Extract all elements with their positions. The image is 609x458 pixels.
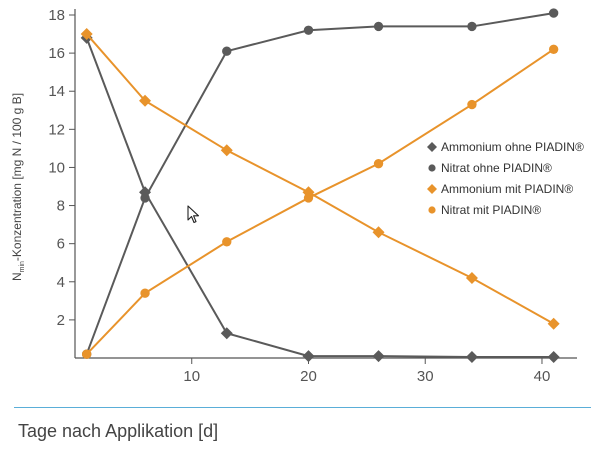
x-tick-label: 30	[417, 368, 434, 385]
circle-data-point	[548, 8, 559, 18]
mouse-pointer-icon	[187, 205, 200, 224]
y-tick-label: 6	[57, 236, 65, 253]
legend-label: Ammonium ohne PIADIN®	[441, 140, 584, 154]
diamond-data-point	[220, 327, 233, 340]
series-layer	[80, 8, 560, 364]
x-tick-label: 20	[300, 368, 317, 385]
diamond-data-point	[80, 28, 93, 41]
diamond-data-point	[372, 350, 385, 363]
y-tick-label: 2	[57, 312, 65, 329]
diamond-data-point	[220, 144, 233, 157]
legend-circle-icon	[428, 206, 436, 214]
axis-ticks: 10 20 30 40 2 4 6 8 10 12 14 16 18	[48, 7, 550, 385]
diamond-data-point	[465, 271, 478, 284]
legend: Ammonium ohne PIADIN® Nitrat ohne PIADIN®…	[427, 140, 584, 217]
y-tick-label: 12	[48, 121, 65, 138]
circle-data-point	[303, 193, 314, 203]
diamond-data-point	[302, 350, 315, 363]
circle-data-point	[373, 21, 384, 32]
series-1	[80, 31, 560, 364]
circle-data-point	[81, 349, 92, 359]
legend-diamond-icon	[427, 184, 437, 194]
circle-data-point	[467, 99, 477, 110]
circle-data-point	[548, 44, 559, 54]
legend-label: Ammonium mit PIADIN®	[441, 182, 573, 196]
legend-diamond-icon	[427, 142, 437, 152]
y-tick-label: 14	[48, 83, 65, 100]
diamond-data-point	[547, 351, 560, 364]
y-tick-label: 4	[57, 274, 65, 291]
y-tick-label: 10	[48, 159, 65, 176]
legend-item: Ammonium mit PIADIN®	[427, 182, 573, 196]
legend-item: Nitrat ohne PIADIN®	[428, 161, 552, 175]
x-tick-label: 40	[534, 368, 551, 385]
y-tick-label: 16	[48, 45, 65, 62]
circle-data-point	[140, 193, 150, 203]
legend-label: Nitrat ohne PIADIN®	[441, 161, 552, 175]
circle-data-point	[140, 288, 150, 298]
x-axis-label: Tage nach Applikation [d]	[18, 421, 219, 441]
circle-data-point	[222, 46, 232, 56]
circle-data-point	[222, 237, 232, 247]
circle-data-point	[303, 25, 314, 35]
series-3	[80, 28, 560, 330]
x-tick-label: 10	[183, 368, 200, 385]
diamond-data-point	[465, 351, 478, 364]
legend-item: Nitrat mit PIADIN®	[428, 203, 541, 217]
diamond-data-point	[139, 94, 152, 107]
divider-line	[14, 407, 591, 408]
series-line	[85, 37, 554, 359]
series-line	[85, 48, 555, 355]
series-4	[81, 44, 559, 359]
legend-circle-icon	[428, 164, 436, 172]
legend-label: Nitrat mit PIADIN®	[441, 203, 541, 217]
y-tick-label: 18	[48, 7, 65, 24]
circle-data-point	[467, 21, 477, 32]
diamond-data-point	[372, 226, 385, 239]
line-chart: 10 20 30 40 2 4 6 8 10 12 14 16 18 Ammonium ohne PIA…	[10, 7, 584, 385]
legend-item: Ammonium ohne PIADIN®	[427, 140, 584, 154]
y-tick-label: 8	[57, 198, 65, 215]
y-axis-label: Nmin-Konzentration [mg N / 100 g B]	[10, 93, 26, 281]
diamond-data-point	[547, 317, 560, 330]
circle-data-point	[373, 158, 384, 169]
